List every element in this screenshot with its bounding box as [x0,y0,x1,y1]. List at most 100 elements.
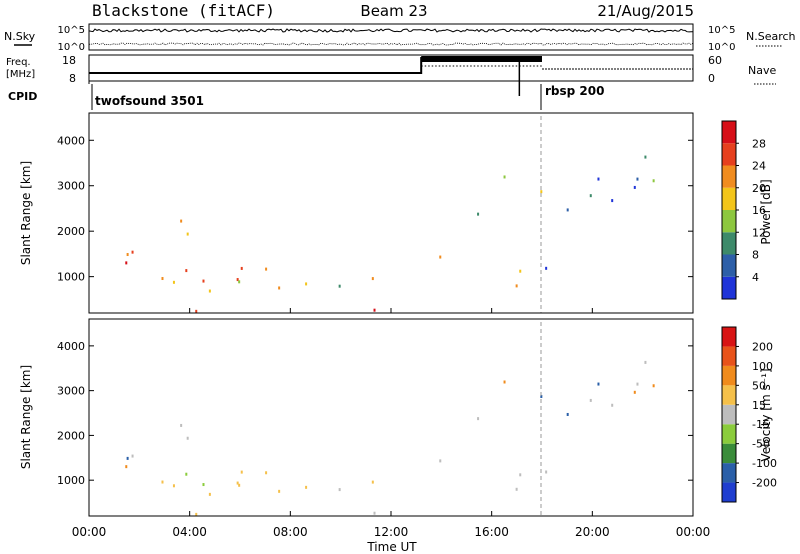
power-echo-cell [519,269,522,273]
cpid-mode-2: rbsp 200 [545,84,604,98]
time-tick-label: 00:00 [676,525,711,539]
power-echo-cell [338,284,341,288]
power-ylabel: Slant Range [km] [19,161,33,265]
velocity-colorbar-tick-label: -100 [752,457,777,470]
power-colorbar-segment [722,165,736,188]
power-echo-cell [633,185,636,189]
velocity-echo-cell [636,382,639,386]
power-colorbar-tick-label: 4 [752,271,759,284]
velocity-y-axis: 1000 2000 3000 4000 [57,340,694,516]
noise-panel-frame [88,23,694,51]
velocity-colorbar-segment [722,327,736,347]
velocity-colorbar-tick-label: 200 [752,340,773,353]
power-colorbar-tick-label: 8 [752,249,759,262]
velocity-colorbar-segment [722,404,736,425]
power-echo-cell [540,190,543,194]
velocity-panel-frame [88,318,694,517]
power-colorbar-segment [722,121,736,144]
cpid-panel: CPID twofsound 3501 rbsp 200 [8,84,604,110]
velocity-echo-cell [373,511,376,515]
noise-panel: N.Sky 10^5 10^0 10^5 10^0 N.Search [4,23,796,53]
velocity-echo-cell [652,384,655,388]
power-colorbar-segment [722,210,736,233]
noise-right-tick-top: 10^5 [708,25,735,36]
velocity-colorbar-segment [722,346,736,366]
noise-right-tick-bottom: 10^0 [708,42,735,53]
velocity-colorbar-segment [722,482,736,502]
velocity-ylabel: Slant Range [km] [19,365,33,469]
velocity-echo-cell [515,487,518,491]
power-echo-cell [238,280,241,284]
velocity-echo-cell [545,470,548,474]
power-echo-cell [305,282,308,286]
time-tick-label: 16:00 [474,525,509,539]
power-echo-cell [644,155,647,159]
noise-sky-trace [88,28,693,33]
power-colorbar-tick-label: 20 [752,182,766,195]
velocity-colorbar-segment [722,385,736,405]
noise-left-tick-top: 10^5 [58,25,85,36]
power-colorbar-segment [722,187,736,210]
velocity-colorbar-tick-label: -50 [752,438,770,451]
velocity-data-layer [125,360,655,516]
cpid-label: CPID [8,90,37,103]
power-ytick-label: 4000 [57,134,85,147]
nave-tick-bottom: 0 [708,72,715,85]
frequency-panel: Freq. [MHz] 18 8 60 0 Nave [6,54,776,96]
power-colorbar-segment [722,254,736,277]
power-echo-cell [515,284,518,288]
power-echo-cell [589,194,592,198]
power-colorbar-label: Power [dB] [759,179,773,244]
time-tick-label: 12:00 [374,525,409,539]
velocity-ytick-label: 1000 [57,474,85,487]
velocity-echo-cell [589,398,592,402]
power-echo-cell [131,250,134,254]
power-echo-cell [126,253,129,257]
time-tick-label: 20:00 [575,525,610,539]
velocity-ytick-label: 3000 [57,385,85,398]
freq-tick-bottom: 8 [69,72,76,85]
velocity-echo-cell [503,380,506,384]
velocity-echo-cell [611,403,614,407]
power-echo-cell [371,277,374,281]
power-echo-cell [597,177,600,181]
velocity-colorbar-segment [722,424,736,444]
velocity-ytick-label: 4000 [57,340,85,353]
velocity-echo-cell [195,512,198,516]
velocity-echo-cell [278,489,281,493]
power-echo-cell [161,277,164,281]
nave-label: Nave [748,64,776,77]
power-echo-cell [439,255,442,259]
power-echo-cell [185,269,188,273]
power-echo-cell [208,289,211,293]
power-echo-cell [240,266,243,270]
power-echo-cell [265,267,268,271]
date-title: 21/Aug/2015 [597,2,694,20]
power-echo-cell [278,286,281,290]
noise-left-tick-bottom: 10^0 [58,42,85,53]
velocity-echo-cell [338,488,341,492]
velocity-echo-cell [126,456,129,460]
time-tick-label: 04:00 [172,525,207,539]
power-ytick-label: 3000 [57,180,85,193]
velocity-echo-cell [566,412,569,416]
velocity-colorbar-frame [721,326,737,503]
noise-search-trace [88,42,694,46]
velocity-echo-cell [371,480,374,484]
velocity-echo-cell [597,382,600,386]
velocity-echo-cell [185,472,188,476]
frequency-traces [88,56,693,96]
power-colorbar-tick-label: 12 [752,226,766,239]
velocity-echo-cell [202,483,205,487]
beam-title: Beam 23 [360,2,427,20]
freq-tick-top: 18 [62,54,76,67]
power-panel-frame [88,112,694,314]
time-axis-label: Time UT [366,540,417,554]
velocity-colorbar-segment [722,443,736,464]
velocity-colorbar: 200 100 50 15 -15 -50 -100 -200 [721,326,777,503]
velocity-colorbar-tick-label: 15 [752,399,766,412]
velocity-echo-cell [236,481,239,485]
velocity-colorbar-tick-label: 50 [752,379,766,392]
velocity-colorbar-tick-label: -200 [752,477,777,490]
